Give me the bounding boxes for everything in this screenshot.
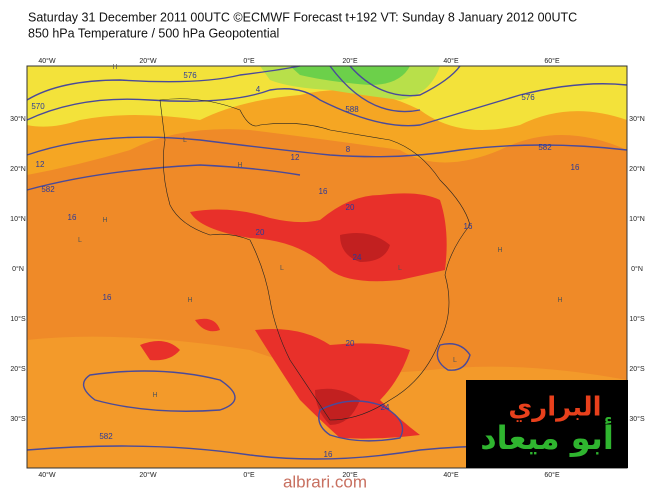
pressure-center: L [183, 137, 187, 144]
contour-label: 16 [68, 213, 77, 222]
contour-label: 582 [99, 432, 113, 441]
longitude-label: 20°W [139, 471, 157, 479]
hot-core [340, 232, 390, 262]
contour-label: 12 [291, 153, 300, 162]
contour-label: 20 [346, 203, 355, 212]
contour-label: 16 [319, 187, 328, 196]
longitude-label: 60°E [544, 471, 560, 479]
longitude-label: 20°E [342, 471, 358, 479]
longitude-label: 20°E [342, 57, 358, 65]
latitude-label: 20°N [10, 165, 26, 173]
pressure-center: L [398, 265, 402, 272]
latitude-label: 0°N [12, 265, 24, 273]
contour-label: 12 [36, 160, 45, 169]
pressure-center: L [78, 237, 82, 244]
longitude-label: 60°E [544, 57, 560, 65]
latitude-label: 10°N [10, 215, 26, 223]
contour-label: 576 [521, 93, 535, 102]
contour-label: 16 [103, 293, 112, 302]
contour-label: 16 [464, 222, 473, 231]
pressure-center: H [102, 217, 107, 224]
latitude-label: 20°N [629, 165, 645, 173]
latitude-label: 30°N [629, 115, 645, 123]
longitude-label: 0°E [243, 57, 255, 65]
title: Saturday 31 December 2011 00UTC ©ECMWF F… [28, 10, 577, 24]
pressure-center: H [187, 297, 192, 304]
contour-label: 588 [345, 105, 359, 114]
latitude-label: 20°S [10, 365, 26, 373]
longitude-label: 40°E [443, 57, 459, 65]
longitude-label: 40°W [38, 57, 56, 65]
contour-label: 20 [346, 339, 355, 348]
pressure-center: H [557, 297, 562, 304]
latitude-label: 0°N [631, 265, 643, 273]
watermark-line1: البراري [508, 393, 601, 423]
contour-label: 582 [41, 185, 55, 194]
contour-label: 4 [256, 85, 261, 94]
pressure-center: L [453, 357, 457, 364]
contour-label: 24 [381, 403, 390, 412]
latitude-label: 30°N [10, 115, 26, 123]
latitude-label: 30°S [10, 415, 26, 423]
pressure-center: H [497, 247, 502, 254]
map-frame [26, 65, 628, 469]
latitude-label: 10°N [629, 215, 645, 223]
pressure-center: H [112, 64, 117, 71]
latitude-label: 10°S [10, 315, 26, 323]
watermark-site: albrari.com [283, 472, 367, 491]
pressure-center: H [237, 162, 242, 169]
pressure-center: H [152, 392, 157, 399]
hot-area-south [255, 329, 420, 439]
watermark-line2: أبو ميعاد [480, 417, 614, 457]
contour-label: 16 [324, 450, 333, 459]
contour-label: 8 [346, 145, 351, 154]
contour-label: 20 [256, 228, 265, 237]
longitude-label: 20°W [139, 57, 157, 65]
contour-label: 16 [571, 163, 580, 172]
pressure-center: L [280, 265, 284, 272]
hot-area [190, 193, 447, 282]
longitude-label: 0°E [243, 471, 255, 479]
green-core [290, 66, 410, 85]
latitude-label: 20°S [629, 365, 645, 373]
longitude-label: 40°E [443, 471, 459, 479]
latitude-label: 30°S [629, 415, 645, 423]
contour-label: 582 [538, 143, 552, 152]
coastline [159, 98, 471, 421]
watermark-box [466, 380, 628, 468]
hot-core-south [315, 388, 360, 425]
contour-label: 24 [353, 253, 362, 262]
contour-label: 570 [31, 102, 45, 111]
hot-patches [140, 318, 220, 361]
subtitle: 850 hPa Temperature / 500 hPa Geopotenti… [28, 26, 279, 40]
longitude-label: 40°W [38, 471, 56, 479]
contour-label: 576 [183, 71, 197, 80]
latitude-label: 10°S [629, 315, 645, 323]
